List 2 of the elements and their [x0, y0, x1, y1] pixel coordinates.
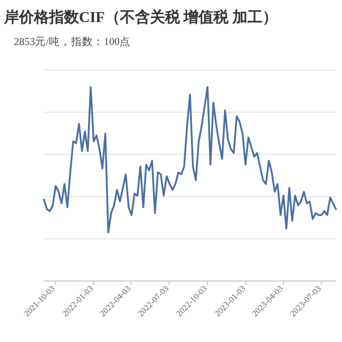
title: 岸价格指数CIF（不含关税 增值税 加工） [4, 10, 278, 26]
subtitle: 2853元/吨，指数：100点 [14, 37, 131, 48]
